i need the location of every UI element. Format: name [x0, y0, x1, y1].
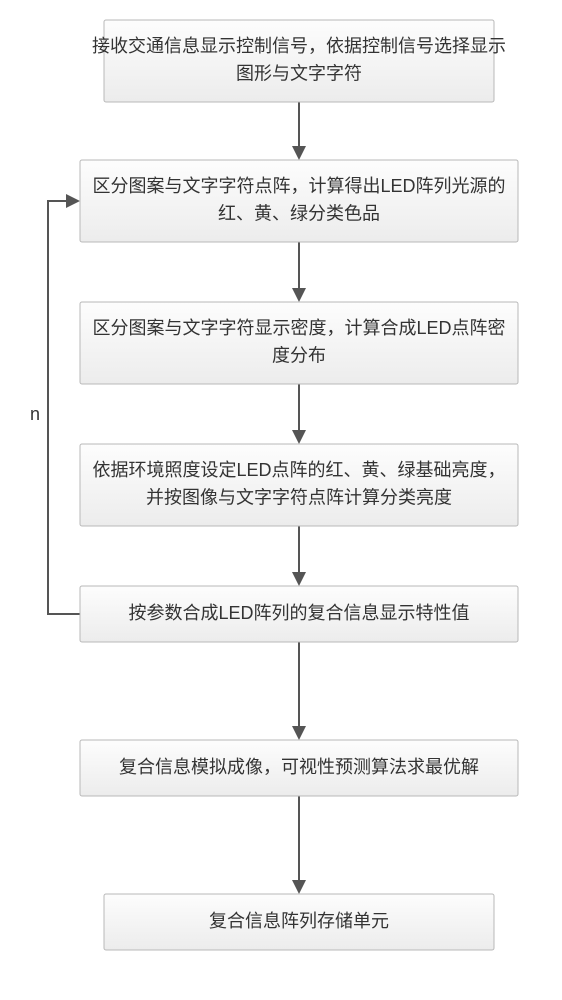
flow-node-text: 复合信息阵列存储单元 — [209, 911, 389, 931]
flow-node-text: 图形与文字字符 — [236, 64, 362, 84]
loop-label: n — [30, 404, 40, 424]
edge-n6-n7 — [292, 796, 306, 894]
flow-node-n6: 复合信息模拟成像，可视性预测算法求最优解 — [80, 740, 518, 796]
flow-node-text: 并按图像与文字字符点阵计算分类亮度 — [146, 488, 452, 508]
edge-n2-n3 — [292, 242, 306, 302]
flow-node-n4: 依据环境照度设定LED点阵的红、黄、绿基础亮度， 并按图像与文字字符点阵计算分类亮… — [80, 444, 518, 526]
flow-node-n2: 区分图案与文字字符点阵，计算得出LED阵列光源的红、黄、绿分类色品 — [80, 160, 518, 242]
edge-loop-n5-n2 — [48, 194, 80, 614]
edge-n1-n2 — [292, 102, 306, 160]
flow-node-n1: 接收交通信息显示控制信号，依据控制信号选择显示图形与文字字符 — [92, 20, 506, 102]
edge-n4-n5 — [292, 526, 306, 586]
flow-node-n7: 复合信息阵列存储单元 — [104, 894, 494, 950]
flow-node-n5: 按参数合成LED阵列的复合信息显示特性值 — [80, 586, 518, 642]
flow-node-rect — [80, 160, 518, 242]
flow-node-text: 接收交通信息显示控制信号，依据控制信号选择显示 — [92, 36, 506, 56]
flow-node-n3: 区分图案与文字字符显示密度，计算合成LED点阵密度分布 — [80, 302, 518, 384]
flow-node-text: 区分图案与文字字符显示密度，计算合成LED点阵密 — [92, 318, 505, 338]
flow-node-text: 按参数合成LED阵列的复合信息显示特性值 — [128, 603, 469, 623]
flowchart: 接收交通信息显示控制信号，依据控制信号选择显示图形与文字字符区分图案与文字字符点… — [0, 0, 562, 1000]
flow-node-rect — [80, 444, 518, 526]
flow-node-rect — [104, 20, 494, 102]
edge-n3-n4 — [292, 384, 306, 444]
edge-n5-n6 — [292, 642, 306, 740]
flow-node-text: 区分图案与文字字符点阵，计算得出LED阵列光源的 — [92, 176, 505, 196]
flow-node-text: 度分布 — [272, 346, 326, 366]
flow-node-text: 红、黄、绿分类色品 — [218, 204, 380, 224]
flow-node-text: 复合信息模拟成像，可视性预测算法求最优解 — [119, 757, 479, 777]
flow-node-text: 依据环境照度设定LED点阵的红、黄、绿基础亮度， — [92, 460, 505, 480]
flow-node-rect — [80, 302, 518, 384]
